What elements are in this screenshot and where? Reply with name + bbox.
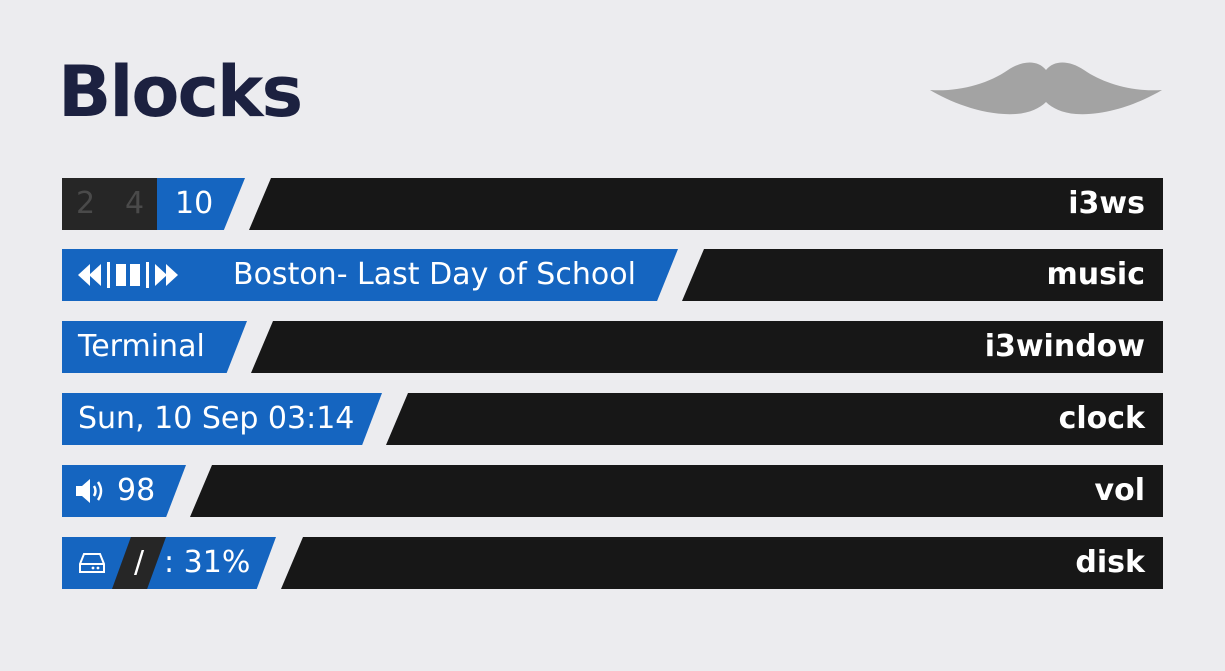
block-bar: disk <box>281 537 1163 589</box>
block-row-vol: 98 vol <box>62 465 1163 517</box>
disk-mount-point: / <box>134 545 145 580</box>
block-row-music: Boston- Last Day of School music <box>62 249 1163 301</box>
workspaces-inactive: 2 4 <box>62 178 172 230</box>
block-bar: music <box>682 249 1163 301</box>
music-player: Boston- Last Day of School <box>62 249 678 301</box>
block-row-clock: Sun, 10 Sep 03:14 clock <box>62 393 1163 445</box>
track-title: Boston- Last Day of School <box>233 257 636 292</box>
block-name: vol <box>1094 473 1145 508</box>
block-bar: vol <box>190 465 1163 517</box>
page-title: Blocks <box>58 51 303 133</box>
block-row-i3window: Terminal i3window <box>62 321 1163 373</box>
disk-block: / : 31% <box>62 537 276 589</box>
clock-value: Sun, 10 Sep 03:14 <box>62 393 382 445</box>
block-row-i3ws: 2 4 10 i3ws <box>62 178 1163 230</box>
workspace-button-active[interactable]: 10 <box>175 186 214 221</box>
block-name: i3ws <box>1068 186 1145 221</box>
volume-value: 98 <box>117 473 156 508</box>
window-title: Terminal <box>62 321 247 373</box>
disk-usage: : 31% <box>164 545 251 580</box>
block-row-disk: / : 31% disk <box>62 537 1163 589</box>
mustache-icon <box>930 62 1162 115</box>
volume-block: 98 <box>62 465 186 517</box>
block-name: clock <box>1058 401 1145 436</box>
workspace-active: 10 <box>157 178 245 230</box>
previous-icon[interactable] <box>78 262 110 288</box>
block-bar: clock <box>386 393 1163 445</box>
workspace-button[interactable]: 4 <box>125 186 145 221</box>
next-icon[interactable] <box>146 262 178 288</box>
block-name: music <box>1046 257 1145 292</box>
speaker-icon[interactable] <box>76 478 106 504</box>
block-bar: i3ws <box>249 178 1163 230</box>
pause-icon[interactable] <box>116 264 140 286</box>
workspace-button[interactable]: 2 <box>76 186 96 221</box>
block-name: i3window <box>984 329 1145 364</box>
music-controls <box>78 262 178 288</box>
block-bar: i3window <box>251 321 1163 373</box>
hard-drive-icon <box>79 553 105 573</box>
block-name: disk <box>1075 545 1145 580</box>
